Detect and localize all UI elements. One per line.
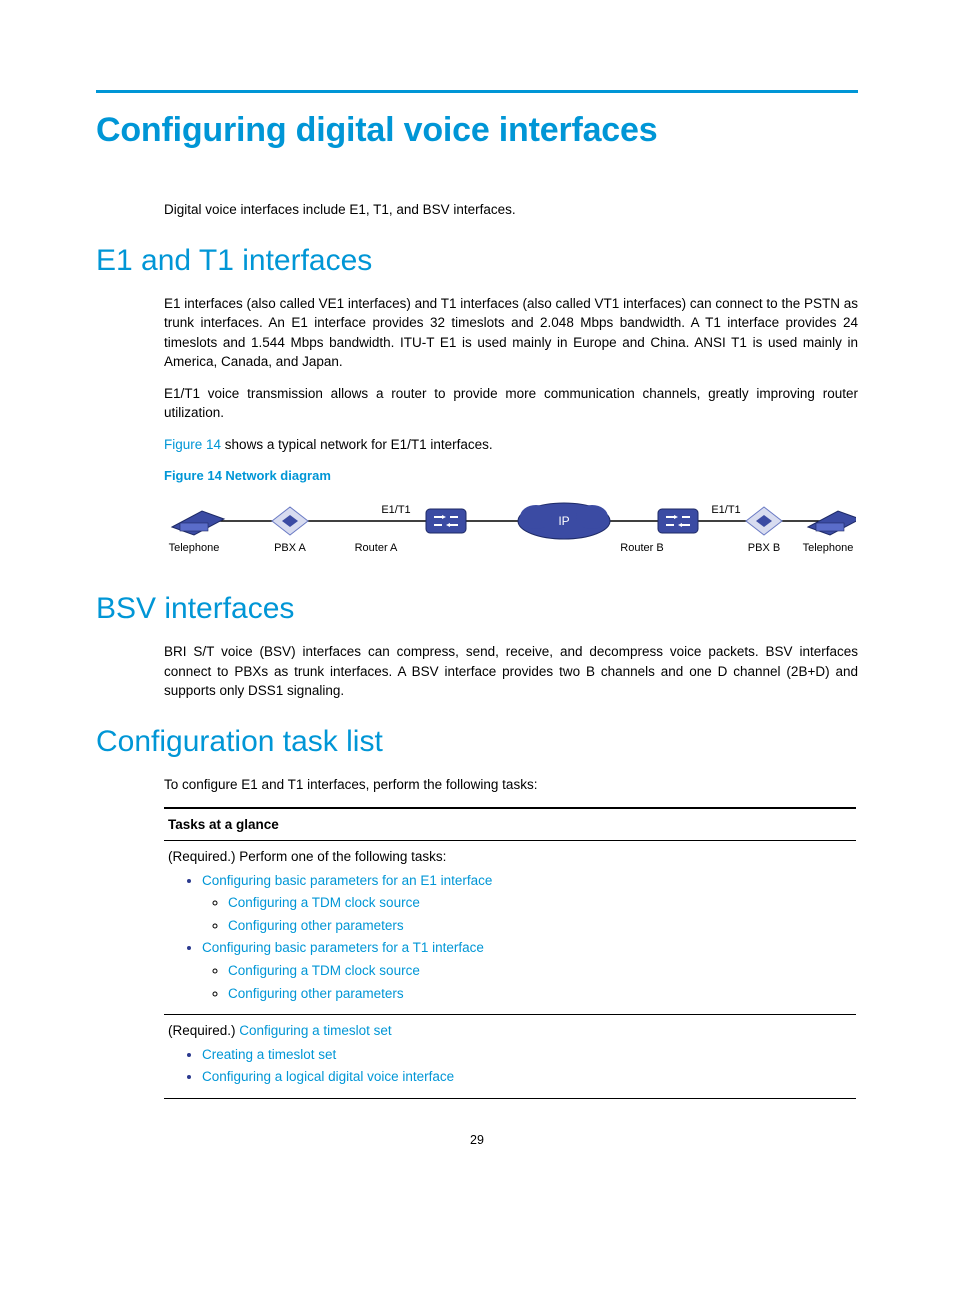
router-icon bbox=[426, 509, 466, 533]
diagram-link-label: E1/T1 bbox=[711, 504, 740, 516]
e1t1-p3-rest: shows a typical network for E1/T1 interf… bbox=[221, 437, 493, 452]
e1t1-p1: E1 interfaces (also called VE1 interface… bbox=[96, 294, 858, 372]
diagram-label: PBX A bbox=[274, 542, 306, 554]
task-link[interactable]: Configuring basic parameters for an E1 i… bbox=[202, 873, 492, 888]
router-icon bbox=[658, 509, 698, 533]
telephone-icon bbox=[172, 511, 224, 535]
figure-ref-link[interactable]: Figure 14 bbox=[164, 437, 221, 452]
section-heading-bsv: BSV interfaces bbox=[96, 592, 858, 626]
task-table-header: Tasks at a glance bbox=[164, 808, 856, 841]
e1t1-p2: E1/T1 voice transmission allows a router… bbox=[96, 384, 858, 423]
section-heading-tasklist: Configuration task list bbox=[96, 725, 858, 759]
task-link[interactable]: Configuring a logical digital voice inte… bbox=[202, 1069, 454, 1084]
task-table: Tasks at a glance (Required.) Perform on… bbox=[164, 807, 856, 1099]
task-link[interactable]: Configuring a TDM clock source bbox=[228, 895, 420, 910]
task-link[interactable]: Configuring other parameters bbox=[228, 986, 404, 1001]
e1t1-p3: Figure 14 shows a typical network for E1… bbox=[96, 435, 858, 455]
network-diagram: Telephone PBX A E1/T1 Router A bbox=[96, 493, 858, 568]
list-item: Configuring other parameters bbox=[228, 916, 852, 936]
task-link[interactable]: Configuring a timeslot set bbox=[239, 1023, 391, 1038]
pbx-icon bbox=[746, 507, 782, 535]
table-row: (Required.) Perform one of the following… bbox=[164, 841, 856, 1015]
diagram-label: IP bbox=[558, 514, 569, 528]
task-row2-lead-plain: (Required.) bbox=[168, 1023, 239, 1038]
tasklist-intro: To configure E1 and T1 interfaces, perfo… bbox=[96, 775, 858, 795]
diagram-link-label: E1/T1 bbox=[381, 504, 410, 516]
diagram-label: Router B bbox=[620, 542, 663, 554]
task-link[interactable]: Creating a timeslot set bbox=[202, 1047, 336, 1062]
telephone-icon bbox=[808, 511, 856, 535]
intro-paragraph: Digital voice interfaces include E1, T1,… bbox=[96, 200, 858, 220]
list-item: Configuring other parameters bbox=[228, 984, 852, 1004]
list-item: Configuring a logical digital voice inte… bbox=[202, 1067, 852, 1087]
section-heading-e1t1: E1 and T1 interfaces bbox=[96, 244, 858, 278]
task-link[interactable]: Configuring a TDM clock source bbox=[228, 963, 420, 978]
task-link[interactable]: Configuring other parameters bbox=[228, 918, 404, 933]
page-title: Configuring digital voice interfaces bbox=[96, 111, 858, 150]
diagram-label: Router A bbox=[355, 542, 398, 554]
diagram-label: PBX B bbox=[748, 542, 780, 554]
ip-cloud-icon: IP bbox=[518, 503, 610, 539]
bsv-p1: BRI S/T voice (BSV) interfaces can compr… bbox=[96, 642, 858, 701]
top-rule bbox=[96, 90, 858, 93]
list-item: Configuring a TDM clock source bbox=[228, 961, 852, 981]
list-item: Creating a timeslot set bbox=[202, 1045, 852, 1065]
diagram-label: Telephone bbox=[169, 542, 220, 554]
list-item: Configuring basic parameters for a T1 in… bbox=[202, 938, 852, 1003]
pbx-icon bbox=[272, 507, 308, 535]
network-diagram-svg: Telephone PBX A E1/T1 Router A bbox=[164, 493, 856, 563]
task-link[interactable]: Configuring basic parameters for a T1 in… bbox=[202, 940, 484, 955]
list-item: Configuring a TDM clock source bbox=[228, 893, 852, 913]
diagram-label: Telephone bbox=[803, 542, 854, 554]
table-row: (Required.) Configuring a timeslot set C… bbox=[164, 1015, 856, 1099]
list-item: Configuring basic parameters for an E1 i… bbox=[202, 871, 852, 936]
task-row1-lead: (Required.) Perform one of the following… bbox=[168, 849, 446, 864]
figure-caption: Figure 14 Network diagram bbox=[96, 467, 858, 486]
page-number: 29 bbox=[96, 1133, 858, 1147]
